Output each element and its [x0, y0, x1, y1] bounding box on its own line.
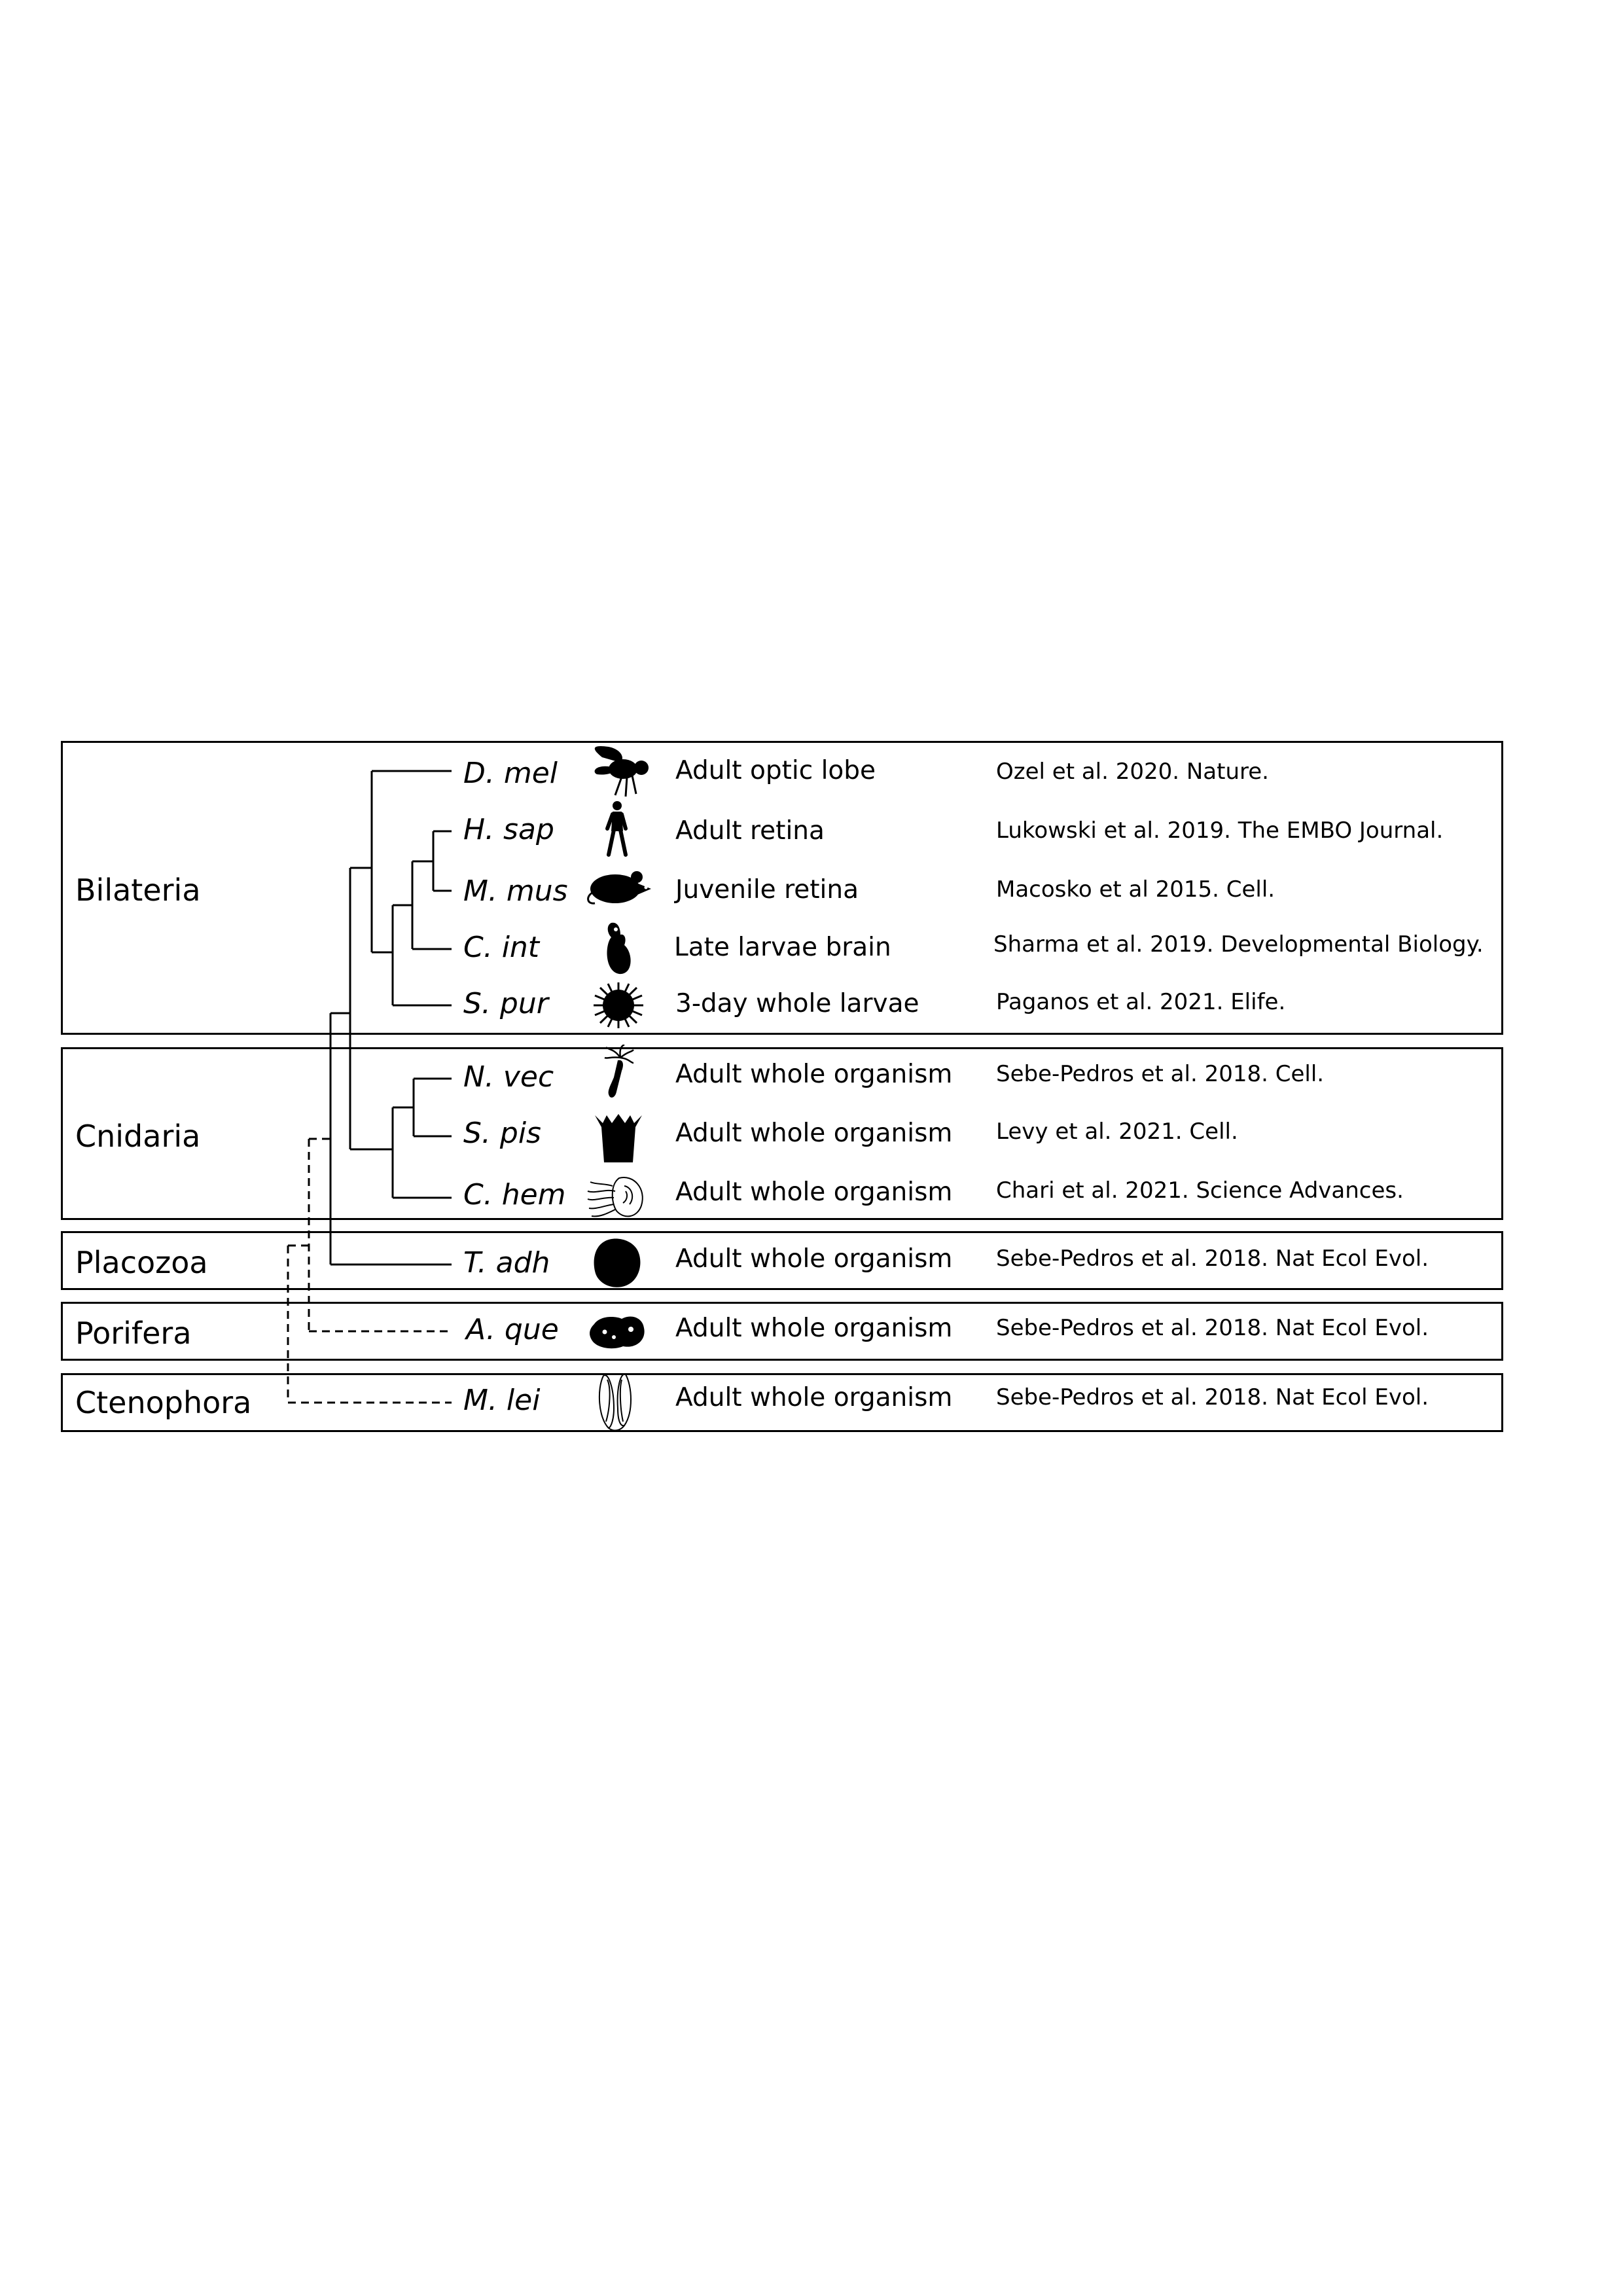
clade-label: Cnidaria [75, 1119, 201, 1154]
placozoan-icon [594, 1238, 641, 1287]
species-label: C. int [463, 931, 540, 964]
tissue-label: Adult optic lobe [675, 756, 876, 785]
clade-box-placozoa [61, 1231, 1503, 1290]
tissue-label: Adult whole organism [675, 1119, 953, 1148]
species-label: C. hem [463, 1178, 566, 1211]
clade-box-cnidaria [61, 1047, 1503, 1220]
reference-label: Paganos et al. 2021. Elife. [996, 989, 1286, 1015]
reference-label: Ozel et al. 2020. Nature. [996, 759, 1269, 785]
clade-label: Porifera [75, 1316, 192, 1351]
sponge-icon [590, 1316, 645, 1349]
reference-label: Sebe-Pedros et al. 2018. Nat Ecol Evol. [996, 1246, 1429, 1272]
reference-label: Levy et al. 2021. Cell. [996, 1119, 1238, 1145]
tissue-label: Juvenile retina [675, 875, 859, 905]
coral-polyp-icon [595, 1114, 642, 1162]
reference-label: Chari et al. 2021. Science Advances. [996, 1177, 1404, 1204]
species-label: N. vec [463, 1060, 554, 1094]
sea-urchin-icon [594, 982, 643, 1028]
tissue-label: Adult whole organism [675, 1177, 953, 1207]
species-label: T. adh [463, 1246, 550, 1280]
species-label: D. mel [463, 757, 558, 790]
tissue-label: Adult whole organism [675, 1383, 953, 1412]
tissue-label: Adult whole organism [675, 1314, 953, 1343]
clade-label: Bilateria [75, 872, 201, 908]
species-label: S. pis [463, 1117, 541, 1150]
fly-icon [594, 745, 649, 797]
reference-label: Sharma et al. 2019. Developmental Biolog… [993, 931, 1484, 958]
clade-box-ctenophora [61, 1373, 1503, 1432]
ciona-icon [607, 922, 631, 975]
tissue-label: Adult whole organism [675, 1244, 953, 1274]
species-label: S. pur [463, 987, 548, 1020]
tissue-label: Late larvae brain [674, 933, 891, 962]
clade-label: Ctenophora [75, 1385, 252, 1420]
tissue-label: Adult whole organism [675, 1060, 953, 1089]
sea-anemone-icon [604, 1045, 634, 1098]
clade-box-porifera [61, 1302, 1503, 1361]
reference-label: Sebe-Pedros et al. 2018. Cell. [996, 1061, 1325, 1087]
human-icon [605, 801, 628, 857]
tissue-label: Adult retina [675, 816, 825, 846]
species-label: M. mus [463, 874, 568, 908]
species-label: M. lei [463, 1384, 541, 1417]
clade-label: Placozoa [75, 1245, 208, 1280]
comb-jelly-icon [598, 1373, 632, 1431]
jellyfish-icon [587, 1177, 643, 1217]
tissue-label: 3-day whole larvae [675, 989, 919, 1018]
clade-box-bilateria [61, 741, 1503, 1035]
reference-label: Sebe-Pedros et al. 2018. Nat Ecol Evol. [996, 1315, 1429, 1341]
mouse-icon [587, 871, 651, 905]
species-label: H. sap [463, 813, 554, 846]
reference-label: Sebe-Pedros et al. 2018. Nat Ecol Evol. [996, 1384, 1429, 1410]
reference-label: Lukowski et al. 2019. The EMBO Journal. [996, 817, 1444, 844]
reference-label: Macosko et al 2015. Cell. [996, 876, 1275, 903]
species-label: A. que [466, 1313, 559, 1346]
